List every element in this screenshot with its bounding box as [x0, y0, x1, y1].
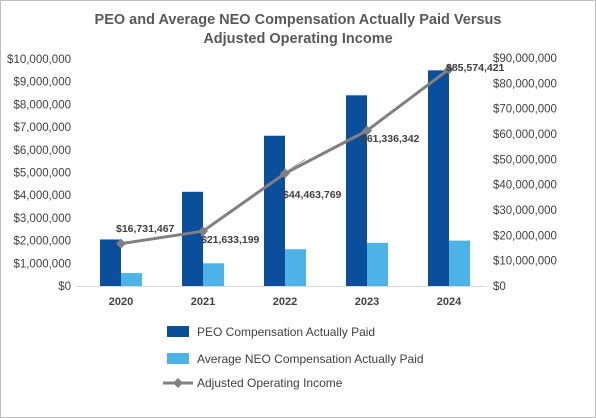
x-axis-category-label: 2023: [355, 296, 379, 308]
legend-label-adjusted-operating-income: Adjusted Operating Income: [197, 376, 343, 390]
bar-neo-2023: [367, 242, 388, 286]
right-axis-tick-label: $10,000,000: [493, 256, 557, 268]
marker-adjusted-operating-income-2023: [362, 125, 372, 136]
marker-adjusted-operating-income-2020: [116, 238, 126, 249]
bar-peo-2020: [100, 239, 121, 286]
x-axis-category-label: 2024: [437, 296, 462, 308]
right-axis-tick-label: $90,000,000: [493, 53, 557, 65]
bar-neo-2024: [449, 240, 470, 286]
x-axis-category-label: 2021: [191, 296, 215, 308]
data-label-adjusted-operating-income: $21,633,199: [201, 234, 260, 246]
right-axis-tick-label: $30,000,000: [493, 205, 557, 217]
legend-swatch-peo: [167, 326, 189, 337]
legend-label-peo: PEO Compensation Actually Paid: [197, 325, 375, 339]
bar-peo-2022: [264, 135, 285, 286]
left-axis-tick-label: $3,000,000: [13, 213, 71, 225]
data-label-adjusted-operating-income: $85,574,421: [446, 62, 505, 74]
left-axis-tick-label: $8,000,000: [13, 99, 71, 111]
legend-marker-adjusted-operating-income: [173, 378, 183, 388]
left-axis-tick-label: $7,000,000: [13, 122, 71, 134]
marker-adjusted-operating-income-2021: [198, 226, 208, 237]
leader-line-2021: [200, 234, 209, 240]
data-label-adjusted-operating-income: $44,463,769: [283, 189, 342, 201]
marker-adjusted-operating-income-2022: [280, 168, 290, 179]
left-axis-tick-label: $4,000,000: [13, 190, 71, 202]
legend-label-neo: Average NEO Compensation Actually Paid: [197, 352, 424, 366]
left-axis-tick-label: $6,000,000: [13, 145, 71, 157]
left-axis-tick-label: $10,000,000: [7, 54, 71, 66]
chart-title-line-1: PEO and Average NEO Compensation Actuall…: [95, 12, 502, 28]
left-axis-tick-label: $1,000,000: [13, 258, 71, 270]
right-axis-tick-label: $70,000,000: [493, 104, 557, 116]
right-axis-tick-label: $0: [493, 281, 506, 293]
right-axis-tick-label: $60,000,000: [493, 129, 557, 141]
bar-peo-2021: [182, 191, 203, 286]
marker-adjusted-operating-income-2024: [444, 64, 454, 75]
bar-peo-2023: [346, 95, 367, 286]
legend-swatch-neo: [167, 353, 189, 364]
right-axis-tick-label: $20,000,000: [493, 230, 557, 242]
bar-peo-2024: [428, 70, 449, 286]
chart-title-line-2: Adjusted Operating Income: [203, 31, 392, 47]
right-axis-tick-label: $80,000,000: [493, 78, 557, 90]
right-axis-tick-label: $50,000,000: [493, 154, 557, 166]
left-axis-tick-label: $5,000,000: [13, 168, 71, 180]
bar-neo-2021: [203, 263, 224, 286]
right-axis-tick-label: $40,000,000: [493, 180, 557, 192]
bar-neo-2022: [285, 249, 306, 286]
data-label-adjusted-operating-income: $16,731,467: [116, 223, 175, 235]
data-label-adjusted-operating-income: $61,336,342: [361, 133, 420, 145]
x-axis-category-label: 2020: [109, 296, 133, 308]
x-axis-category-label: 2022: [273, 296, 297, 308]
left-axis-tick-label: $9,000,000: [13, 77, 71, 89]
bar-neo-2020: [121, 273, 142, 286]
leader-line-2022: [287, 158, 306, 171]
left-axis-tick-label: $0: [58, 281, 71, 293]
left-axis-tick-label: $2,000,000: [13, 236, 71, 248]
